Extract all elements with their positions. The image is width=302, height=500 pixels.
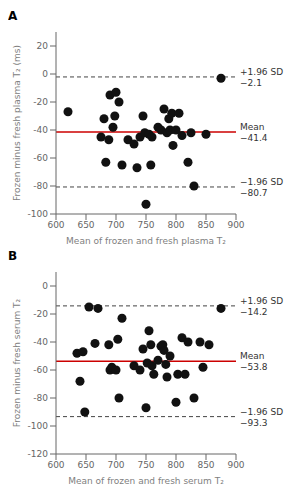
svg-text:-120: -120 — [28, 449, 49, 459]
html-text:A: A — [8, 9, 18, 23]
svg-text:650: 650 — [77, 220, 94, 230]
svg-text:+1.96 SD: +1.96 SD — [240, 67, 283, 77]
svg-text:600: 600 — [47, 460, 64, 470]
svg-text:20: 20 — [37, 41, 49, 51]
svg-text:-80: -80 — [33, 181, 48, 191]
svg-text:-20: -20 — [33, 309, 48, 319]
svg-text:+1.96 SD: +1.96 SD — [240, 296, 283, 306]
svg-text:-40: -40 — [33, 125, 48, 135]
svg-text:-60: -60 — [33, 365, 48, 375]
svg-text:Mean of frozen and fresh serum: Mean of frozen and fresh serum T₂ — [68, 476, 224, 486]
svg-text:750: 750 — [137, 460, 154, 470]
svg-text:Mean of frozen and fresh plasm: Mean of frozen and fresh plasma T₂ — [66, 236, 226, 246]
svg-text:−1.96 SD: −1.96 SD — [240, 407, 283, 417]
svg-text:−93.3: −93.3 — [240, 418, 268, 428]
html-text:B: B — [8, 249, 18, 263]
svg-text:Mean: Mean — [240, 122, 265, 132]
svg-text:800: 800 — [167, 460, 184, 470]
svg-text:-80: -80 — [33, 393, 48, 403]
svg-text:-20: -20 — [33, 97, 48, 107]
svg-text:850: 850 — [197, 460, 214, 470]
svg-text:−80.7: −80.7 — [240, 188, 268, 198]
svg-text:750: 750 — [137, 220, 154, 230]
svg-text:−14.2: −14.2 — [240, 307, 268, 317]
svg-text:Frozen minus fresh serum T₂: Frozen minus fresh serum T₂ — [12, 298, 22, 427]
svg-text:−53.8: −53.8 — [240, 362, 268, 372]
svg-text:−1.96 SD: −1.96 SD — [240, 177, 283, 187]
svg-text:-100: -100 — [28, 421, 49, 431]
svg-text:900: 900 — [227, 220, 244, 230]
svg-text:600: 600 — [47, 220, 64, 230]
svg-text:800: 800 — [167, 220, 184, 230]
svg-text:850: 850 — [197, 220, 214, 230]
svg-text:700: 700 — [107, 220, 124, 230]
svg-text:Frozen minus fresh plasma T₂ (: Frozen minus fresh plasma T₂ (ms) — [12, 45, 22, 201]
svg-text:-100: -100 — [28, 209, 49, 219]
svg-text:−2.1: −2.1 — [240, 78, 262, 88]
svg-text:−41.4: −41.4 — [240, 133, 268, 143]
svg-text:0: 0 — [42, 281, 48, 291]
svg-text:700: 700 — [107, 460, 124, 470]
svg-text:650: 650 — [77, 460, 94, 470]
svg-text:0: 0 — [42, 69, 48, 79]
svg-text:900: 900 — [227, 460, 244, 470]
svg-text:Mean: Mean — [240, 351, 265, 361]
svg-text:-60: -60 — [33, 153, 48, 163]
svg-text:-40: -40 — [33, 337, 48, 347]
